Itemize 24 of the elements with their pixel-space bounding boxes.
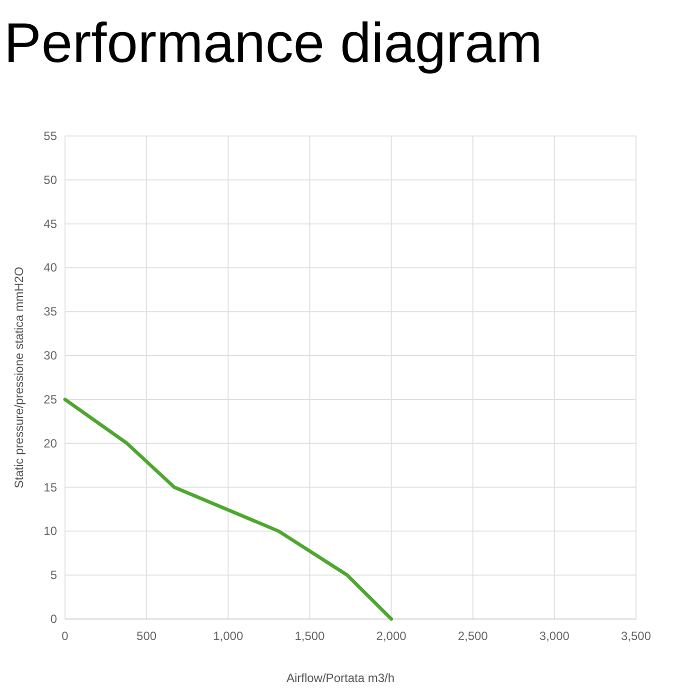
y-tick-label: 5 [50,568,58,582]
y-tick-label: 30 [44,348,58,363]
x-tick-label: 0 [62,629,69,643]
x-tick-label: 1,000 [213,629,244,643]
x-tick-label: 2,000 [376,629,407,643]
y-tick-label: 45 [44,216,58,231]
x-tick-label: 1,500 [294,629,326,643]
y-tick-label: 55 [44,129,58,143]
x-tick-label: 500 [136,629,157,643]
y-tick-label: 25 [44,392,58,406]
y-tick-label: 0 [50,612,58,626]
y-tick-label: 35 [44,304,58,319]
x-tick-label: 3,000 [539,629,570,643]
x-tick-label: 3,500 [620,629,652,643]
y-tick-label: 50 [44,172,58,187]
y-tick-label: 15 [44,480,58,494]
chart-title: Performance diagram [4,11,542,74]
x-axis-title: Airflow/Portata m3/h [286,671,395,685]
y-tick-label: 10 [44,524,58,538]
y-tick-label: 40 [44,260,58,275]
x-tick-label: 2,500 [458,629,488,643]
y-tick-label: 20 [44,436,58,450]
line-series [63,398,394,621]
y-axis-title: Static pressure/pressione statica mmH2O [12,266,26,488]
